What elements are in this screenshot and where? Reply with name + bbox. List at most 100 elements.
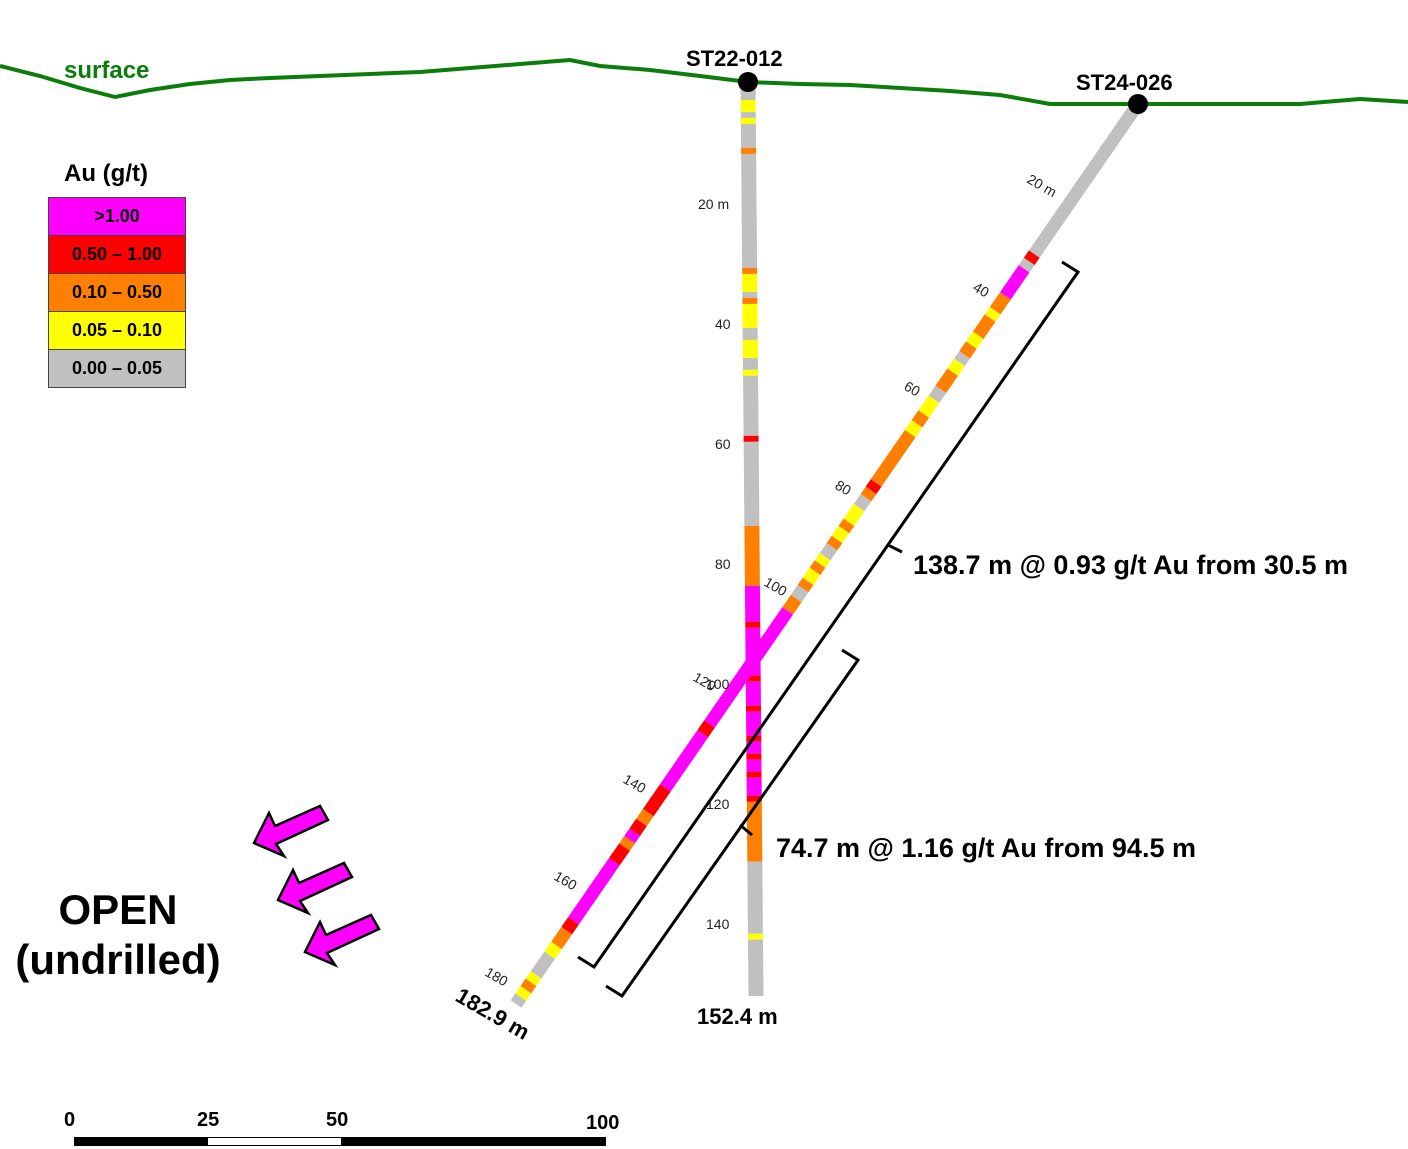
arrow-icon — [303, 913, 381, 968]
assay-interval-orange — [972, 314, 996, 339]
depth-tick: 100 — [706, 676, 730, 692]
depth-tick: 40 — [715, 316, 731, 332]
open-arrows — [252, 804, 381, 968]
depth-tick: 60 — [902, 378, 924, 400]
collar-st24-026 — [1128, 94, 1148, 114]
depth-tick: 20 m — [698, 196, 729, 212]
assay-interval-gray — [928, 385, 947, 403]
assay-interval-gray — [790, 584, 809, 603]
assay-interval-orange — [619, 835, 635, 851]
intercept-bracket-1 — [577, 260, 1081, 970]
assay-interval-gray — [530, 961, 549, 979]
legend-item-0-00-0-05: 0.00 – 0.05 — [48, 349, 186, 388]
legend-item-0-10-0-50: 0.10 – 0.50 — [48, 273, 186, 312]
open-undrilled-label: OPEN (undrilled) — [0, 885, 236, 985]
assay-interval-gray — [743, 375, 759, 436]
scale-bar: 0 25 50 100 — [64, 1109, 619, 1146]
assay-interval-gray — [853, 493, 872, 512]
assay-interval-orange — [744, 525, 760, 586]
scale-tick: 0 — [64, 1109, 75, 1131]
assay-interval-magenta — [1000, 277, 1021, 300]
assay-interval-orange — [636, 808, 654, 827]
assay-interval-magenta — [568, 858, 620, 925]
assay-interval-yellow — [843, 503, 865, 526]
depth-ticks-st22-012: 20 m 40 60 80 100 120 140 — [698, 196, 731, 932]
depth-tick: 140 — [621, 771, 649, 797]
assay-interval-magenta — [704, 607, 794, 728]
assay-interval-orange — [935, 368, 959, 394]
assay-interval-gray — [743, 441, 760, 526]
depth-tick: 180 — [483, 964, 511, 990]
assay-interval-orange — [911, 410, 930, 428]
assay-interval-yellow — [966, 331, 984, 349]
depth-tick: 160 — [552, 868, 580, 894]
assay-interval-orange — [838, 518, 855, 534]
assay-interval-orange — [860, 486, 877, 502]
assay-interval-gray — [537, 951, 556, 969]
assay-interval-gray — [510, 993, 527, 1008]
depth-tick: 80 — [715, 556, 731, 572]
scale-tick: 25 — [197, 1109, 219, 1131]
assay-interval-red — [642, 784, 671, 817]
assay-interval-orange — [870, 429, 916, 487]
assay-interval-orange — [797, 577, 814, 593]
depth-tick: 60 — [715, 436, 731, 452]
legend: Au (g/t) >1.00 0.50 – 1.00 0.10 – 0.50 0… — [48, 160, 186, 388]
arrow-icon — [252, 804, 330, 859]
assay-interval-gray — [819, 543, 838, 561]
assay-interval-magenta — [624, 828, 641, 844]
open-label-line-2: (undrilled) — [15, 936, 221, 983]
assay-interval-orange — [551, 926, 573, 950]
depth-tick: 120 — [706, 796, 730, 812]
assay-interval-yellow — [984, 306, 1001, 322]
intercept-label-1: 138.7 m @ 0.93 g/t Au from 30.5 m — [913, 550, 1348, 580]
assay-interval-yellow — [831, 525, 850, 544]
assay-interval-orange — [746, 801, 763, 862]
assay-interval-red — [561, 917, 579, 935]
assay-interval-red — [865, 479, 882, 494]
assay-interval-gray — [747, 861, 763, 934]
assay-interval-yellow — [515, 986, 532, 1001]
collar-st22-012 — [738, 72, 758, 92]
assay-interval-yellow — [802, 567, 821, 586]
assay-interval-red — [697, 720, 715, 738]
open-label-line-1: OPEN — [58, 886, 178, 933]
depth-tick: 140 — [706, 916, 730, 932]
assay-interval-orange — [826, 535, 843, 551]
intercept-label-2: 74.7 m @ 1.16 g/t Au from 94.5 m — [776, 833, 1196, 863]
assay-interval-yellow — [544, 941, 562, 959]
depth-tick: 20 m — [1025, 171, 1060, 200]
assay-interval-red — [629, 818, 647, 836]
depth-tick: 100 — [762, 574, 790, 600]
assay-interval-yellow — [918, 395, 940, 418]
assay-interval-orange — [959, 341, 977, 359]
assay-interval-orange — [782, 594, 802, 615]
drillhole-st22-012 — [740, 81, 764, 997]
assay-interval-magenta — [1010, 265, 1030, 285]
legend-item-0-50-1-00: 0.50 – 1.00 — [48, 235, 186, 274]
assay-interval-yellow — [904, 420, 923, 438]
intercept-bracket-2 — [605, 648, 861, 999]
hole-name-st24-026: ST24-026 — [1076, 70, 1173, 95]
end-depth-st22-012: 152.4 m — [697, 1004, 778, 1029]
depth-tick: 40 — [971, 279, 993, 301]
hole-name-st22-012: ST22-012 — [686, 46, 783, 71]
assay-interval-red — [1023, 250, 1040, 266]
legend-item-gt-1: >1.00 — [48, 197, 186, 236]
arrow-icon — [276, 861, 354, 916]
depth-ticks-st24-026: 20 m 40 60 80 100 120 140 160 180 — [483, 171, 1060, 990]
assay-interval-red — [608, 843, 630, 866]
scale-tick: 100 — [586, 1112, 619, 1134]
assay-interval-gray — [1018, 257, 1035, 273]
assay-interval-gray — [954, 351, 970, 367]
depth-tick: 80 — [833, 477, 855, 499]
legend-title: Au (g/t) — [64, 160, 148, 187]
drillhole-st24-026 — [510, 100, 1144, 1008]
assay-interval-gray — [1034, 100, 1144, 251]
scale-tick: 50 — [326, 1109, 348, 1131]
assay-interval-gray — [1028, 243, 1045, 258]
legend-item-0-05-0-10: 0.05 – 0.10 — [48, 311, 186, 350]
assay-interval-orange — [809, 560, 826, 576]
assay-interval-magenta — [659, 730, 709, 792]
